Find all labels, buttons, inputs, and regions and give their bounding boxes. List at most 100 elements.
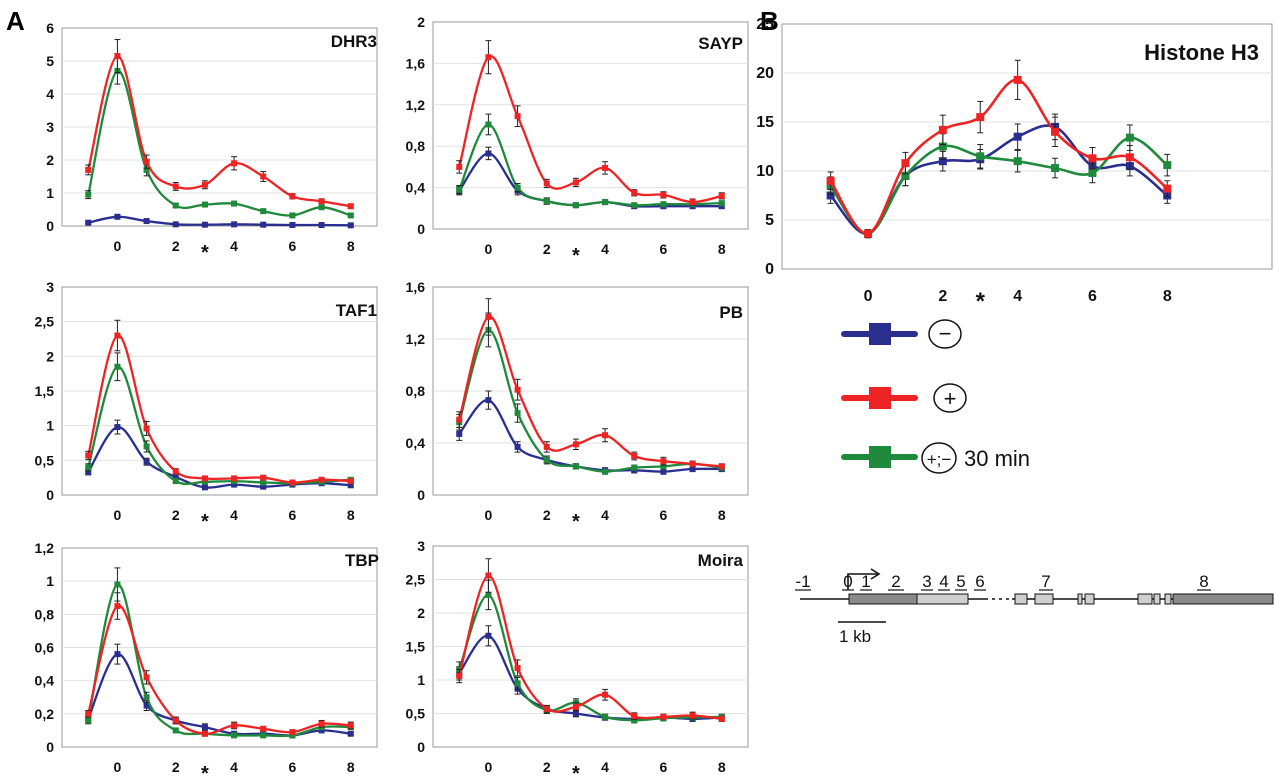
chart-title: Moira xyxy=(698,551,744,570)
series-plus xyxy=(456,40,725,206)
data-point xyxy=(1013,75,1022,84)
star-marker: * xyxy=(976,288,986,315)
data-point xyxy=(172,183,179,190)
data-point xyxy=(572,710,579,717)
x-tick-label: 8 xyxy=(718,507,726,523)
data-point xyxy=(114,363,121,370)
data-point xyxy=(631,453,638,459)
data-point xyxy=(260,479,267,486)
legend-item-minus: − xyxy=(841,319,962,349)
y-tick-label: 0 xyxy=(46,487,54,503)
data-point xyxy=(572,179,579,186)
data-point xyxy=(114,424,121,431)
y-tick-label: 0,5 xyxy=(406,706,426,722)
data-point xyxy=(201,484,208,491)
y-tick-label: 1,2 xyxy=(35,540,55,556)
data-point xyxy=(602,691,609,698)
data-point xyxy=(1163,184,1172,193)
data-point xyxy=(1013,157,1022,166)
data-point xyxy=(718,203,725,210)
data-point xyxy=(260,173,267,180)
chart-6: 0 5 10 15 20 25 0 2 4 6 8 * Histone H3 xyxy=(756,16,1273,315)
data-point xyxy=(543,180,550,187)
x-tick-label: 8 xyxy=(718,241,726,257)
data-point xyxy=(201,478,208,485)
data-point xyxy=(718,192,725,199)
chart-title: TAF1 xyxy=(336,301,377,320)
y-tick-label: 1 xyxy=(46,573,54,589)
y-tick-label: 6 xyxy=(46,20,54,36)
data-point xyxy=(143,674,150,681)
series-line xyxy=(829,78,1169,235)
data-point xyxy=(485,121,492,128)
data-point xyxy=(660,463,667,470)
x-tick-label: 2 xyxy=(172,238,180,254)
x-tick-label: 0 xyxy=(114,507,122,523)
x-tick-label: 2 xyxy=(543,759,551,775)
amplicon-label: 6 xyxy=(975,572,984,591)
data-point xyxy=(456,163,463,170)
plot-frame xyxy=(432,21,749,230)
data-point xyxy=(1163,161,1172,170)
data-point xyxy=(85,464,92,471)
x-tick-label: 6 xyxy=(660,759,668,775)
tss-arrow xyxy=(847,573,877,590)
star-marker: * xyxy=(572,511,580,533)
y-tick-label: 0,4 xyxy=(35,673,55,689)
data-point xyxy=(318,198,325,205)
data-point xyxy=(514,184,521,191)
y-tick-label: 2 xyxy=(417,14,425,30)
y-tick-label: 3 xyxy=(46,279,54,295)
data-point xyxy=(864,229,873,238)
x-tick-label: 8 xyxy=(718,759,726,775)
data-point xyxy=(318,727,325,734)
data-point xyxy=(85,166,92,173)
data-point xyxy=(260,474,267,481)
data-point xyxy=(901,171,910,180)
data-point xyxy=(347,730,354,737)
series-minus xyxy=(456,625,725,723)
amplicon-label: -1 xyxy=(795,572,810,591)
x-tick-label: 6 xyxy=(1088,288,1097,305)
data-point xyxy=(602,164,609,171)
y-tick-label: 0,2 xyxy=(35,706,55,722)
x-tick-label: 4 xyxy=(230,238,238,254)
data-point xyxy=(172,202,179,209)
data-point xyxy=(172,727,179,734)
y-tick-label: 0,8 xyxy=(406,383,426,399)
data-point xyxy=(631,713,638,720)
series-plus-minus-30 xyxy=(456,312,725,475)
data-point xyxy=(1125,153,1134,162)
data-point xyxy=(514,386,521,393)
exon-1-utr xyxy=(916,593,969,605)
data-point xyxy=(201,724,208,731)
y-tick-label: 0 xyxy=(417,487,425,503)
data-point xyxy=(260,208,267,215)
data-point xyxy=(456,672,463,679)
chart-title: Histone H3 xyxy=(1144,40,1259,65)
data-point xyxy=(231,722,238,729)
data-point xyxy=(201,730,208,737)
y-tick-label: 1,5 xyxy=(35,383,55,399)
y-tick-label: 0,6 xyxy=(35,640,55,656)
exon-3 xyxy=(1034,593,1054,605)
series-plus-minus-30 xyxy=(456,113,725,209)
y-tick-label: 0 xyxy=(46,218,54,234)
series-line xyxy=(458,634,722,721)
data-point xyxy=(1051,127,1060,136)
x-tick-label: 6 xyxy=(289,759,297,775)
legend-symbol-plus-minus-30: +;− xyxy=(927,450,952,469)
data-point xyxy=(514,680,521,687)
star-marker: * xyxy=(201,763,209,782)
data-point xyxy=(201,181,208,188)
legend-marker-plus-minus-30 xyxy=(869,446,891,468)
y-tick-label: 1 xyxy=(417,672,425,688)
data-point xyxy=(485,572,492,579)
data-point xyxy=(660,468,667,475)
data-point xyxy=(660,458,667,465)
data-point xyxy=(689,466,696,472)
data-point xyxy=(660,713,667,720)
legend-marker-minus xyxy=(869,323,891,345)
series-line xyxy=(87,69,352,217)
series-plus-minus-30 xyxy=(456,579,725,724)
